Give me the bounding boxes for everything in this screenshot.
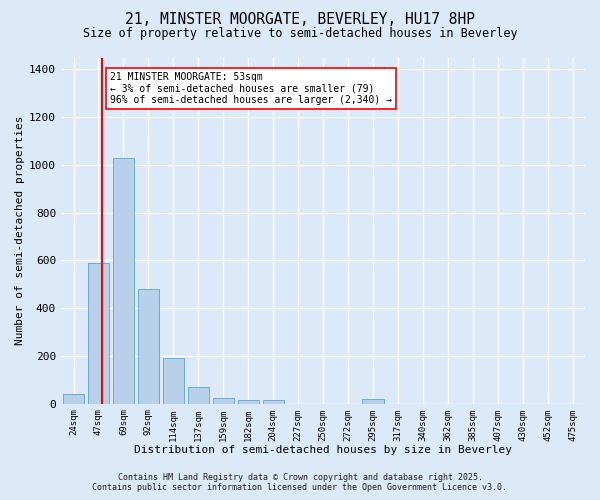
Bar [212,398,234,404]
Bar [138,289,159,404]
Bar [63,394,84,404]
Bar [238,400,259,404]
Bar [188,387,209,404]
Bar [113,158,134,404]
Bar [263,400,284,404]
Y-axis label: Number of semi-detached properties: Number of semi-detached properties [15,116,25,346]
Text: Contains HM Land Registry data © Crown copyright and database right 2025.
Contai: Contains HM Land Registry data © Crown c… [92,473,508,492]
Bar [362,399,383,404]
Bar [163,358,184,404]
Text: 21, MINSTER MOORGATE, BEVERLEY, HU17 8HP: 21, MINSTER MOORGATE, BEVERLEY, HU17 8HP [125,12,475,28]
Bar [88,263,109,404]
X-axis label: Distribution of semi-detached houses by size in Beverley: Distribution of semi-detached houses by … [134,445,512,455]
Text: 21 MINSTER MOORGATE: 53sqm
← 3% of semi-detached houses are smaller (79)
96% of : 21 MINSTER MOORGATE: 53sqm ← 3% of semi-… [110,72,392,105]
Text: Size of property relative to semi-detached houses in Beverley: Size of property relative to semi-detach… [83,28,517,40]
